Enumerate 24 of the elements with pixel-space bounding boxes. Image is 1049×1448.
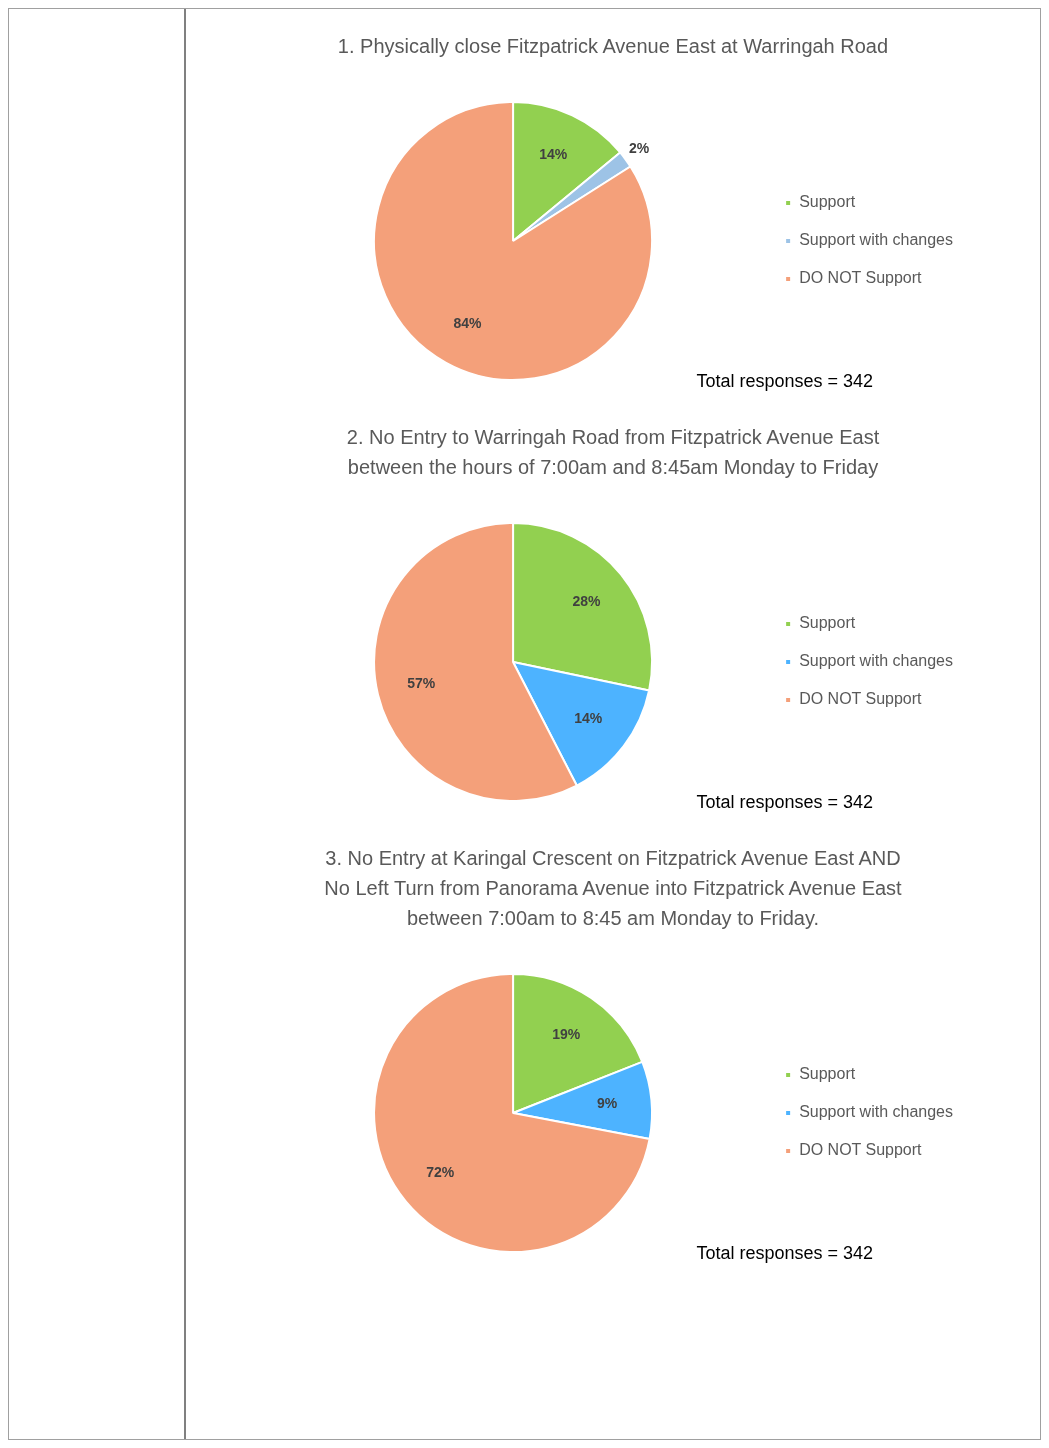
legend-label: DO NOT Support [799, 690, 923, 708]
chart-title: 1. Physically close Fitzpatrick Avenue East at Warringah Road [336, 34, 890, 59]
data-label: 57% [407, 675, 436, 692]
data-label: 2% [628, 140, 650, 157]
data-label: 28% [572, 593, 601, 610]
legend-label: Support with changes [799, 1103, 953, 1121]
data-label: 14% [574, 710, 603, 727]
legend-label: Support with changes [799, 652, 953, 670]
legend-label: Support with changes [799, 231, 953, 249]
data-label: 84% [453, 314, 483, 331]
chart-title: 2. No Entry to Warringah Road from Fitzpatrick Avenue East between the hours of 7:00am and 8:45am Monday to Friday [345, 425, 881, 480]
legend-label: DO NOT Support [799, 1141, 923, 1159]
text: Total responses = 342 [695, 371, 874, 392]
data-label: 19% [552, 1025, 581, 1042]
text: Total responses = 342 [695, 1243, 874, 1264]
data-label: 9% [597, 1094, 618, 1111]
data-label: 72% [426, 1164, 455, 1181]
data-label: 14% [539, 146, 568, 163]
legend-label: Support [799, 614, 856, 632]
chart-title: 3. No Entry at Karingal Crescent on Fitzpatrick Avenue East AND No Left Turn from Panorama Avenue into Fitzpatrick Avenue East between 7:00am to 8:45 am Monday to Friday. [323, 846, 903, 931]
legend-label: Support [799, 1065, 856, 1083]
legend-label: DO NOT Support [799, 269, 923, 287]
text: Total responses = 342 [695, 792, 874, 813]
legend-label: Support [799, 193, 856, 211]
